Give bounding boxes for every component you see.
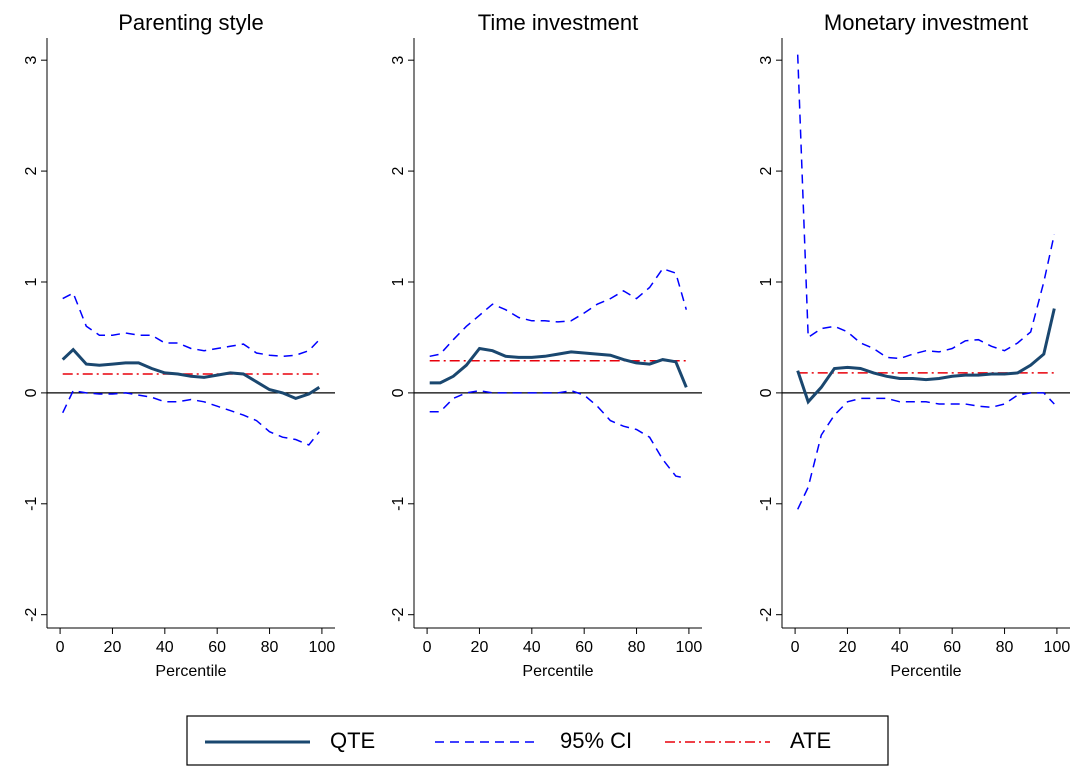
y-tick-label: 0 bbox=[758, 388, 775, 397]
y-tick-label: -2 bbox=[390, 607, 407, 621]
ci-lower-line bbox=[429, 389, 687, 480]
x-tick-label: 0 bbox=[423, 639, 432, 656]
x-tick-label: 40 bbox=[523, 639, 541, 656]
x-tick-label: 60 bbox=[208, 639, 226, 656]
y-tick-label: 1 bbox=[23, 277, 40, 286]
y-tick-label: -2 bbox=[758, 607, 775, 621]
legend-label: QTE bbox=[330, 728, 375, 753]
y-tick-label: 2 bbox=[23, 167, 40, 176]
x-tick-label: 100 bbox=[676, 639, 703, 656]
y-tick-label: 3 bbox=[23, 56, 40, 65]
x-tick-label: 0 bbox=[56, 639, 65, 656]
x-tick-label: 80 bbox=[628, 639, 646, 656]
y-tick-label: -1 bbox=[23, 497, 40, 511]
x-tick-label: 40 bbox=[891, 639, 909, 656]
x-axis-label: Percentile bbox=[890, 663, 961, 680]
ci-lower-line bbox=[797, 392, 1055, 510]
qte-line bbox=[61, 347, 321, 401]
x-tick-label: 20 bbox=[104, 639, 122, 656]
x-tick-label: 100 bbox=[1044, 639, 1071, 656]
y-tick-label: 0 bbox=[23, 388, 40, 397]
qte-line bbox=[796, 308, 1056, 405]
y-tick-label: 3 bbox=[758, 56, 775, 65]
x-tick-label: 80 bbox=[261, 639, 279, 656]
y-tick-label: -2 bbox=[23, 607, 40, 621]
ci-lower-line bbox=[62, 389, 320, 446]
x-axis-label: Percentile bbox=[522, 663, 593, 680]
y-tick-label: 1 bbox=[390, 277, 407, 286]
y-tick-label: 3 bbox=[390, 56, 407, 65]
legend-label: ATE bbox=[790, 728, 831, 753]
y-tick-label: 0 bbox=[390, 388, 407, 397]
x-tick-label: 100 bbox=[309, 639, 336, 656]
y-tick-label: 2 bbox=[758, 167, 775, 176]
legend-label: 95% CI bbox=[560, 728, 632, 753]
y-tick-label: 2 bbox=[390, 167, 407, 176]
x-tick-label: 60 bbox=[575, 639, 593, 656]
y-tick-label: -1 bbox=[390, 497, 407, 511]
panel-title: Time investment bbox=[478, 10, 639, 35]
ci-upper-line bbox=[796, 54, 1056, 360]
x-tick-label: 60 bbox=[943, 639, 961, 656]
x-tick-label: 40 bbox=[156, 639, 174, 656]
ci-upper-line bbox=[429, 267, 688, 358]
x-axis-label: Percentile bbox=[155, 663, 226, 680]
x-tick-label: 0 bbox=[791, 639, 800, 656]
x-tick-label: 20 bbox=[839, 639, 857, 656]
ci-upper-line bbox=[62, 292, 320, 358]
qte-line bbox=[429, 346, 688, 388]
panel-title: Monetary investment bbox=[824, 10, 1028, 35]
panel-title: Parenting style bbox=[118, 10, 264, 35]
y-tick-label: 1 bbox=[758, 277, 775, 286]
x-tick-label: 20 bbox=[471, 639, 489, 656]
y-tick-label: -1 bbox=[758, 497, 775, 511]
x-tick-label: 80 bbox=[996, 639, 1014, 656]
